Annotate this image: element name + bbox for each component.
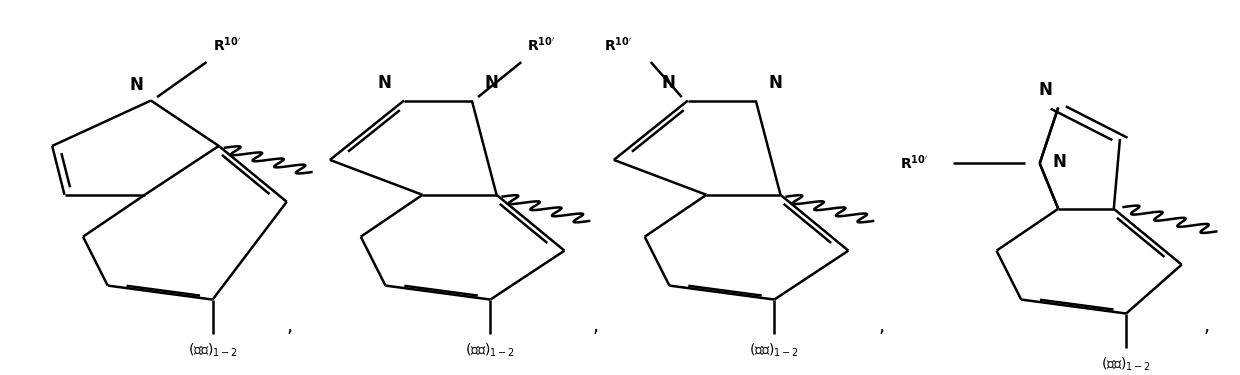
Text: N: N	[662, 74, 676, 92]
Text: N: N	[1052, 153, 1066, 171]
Text: (卤素)$_{1-2}$: (卤素)$_{1-2}$	[1101, 356, 1151, 373]
Text: N: N	[768, 74, 782, 92]
Text: ,: ,	[879, 317, 885, 336]
Text: ,: ,	[1203, 317, 1209, 336]
Text: $\mathbf{R}^{\mathbf{10}^{\prime}}$: $\mathbf{R}^{\mathbf{10}^{\prime}}$	[212, 36, 241, 53]
Text: ,: ,	[286, 317, 293, 336]
Text: (卤素)$_{1-2}$: (卤素)$_{1-2}$	[749, 342, 800, 359]
Text: $\mathbf{R}^{\mathbf{10}^{\prime}}$: $\mathbf{R}^{\mathbf{10}^{\prime}}$	[604, 36, 632, 53]
Text: N: N	[1039, 81, 1053, 99]
Text: N: N	[484, 74, 498, 92]
Text: $\mathbf{R}^{\mathbf{10}^{\prime}}$: $\mathbf{R}^{\mathbf{10}^{\prime}}$	[900, 154, 929, 172]
Text: ,: ,	[593, 317, 599, 336]
Text: N: N	[378, 74, 392, 92]
Text: $\mathbf{R}^{\mathbf{10}^{\prime}}$: $\mathbf{R}^{\mathbf{10}^{\prime}}$	[527, 36, 556, 53]
Text: (卤素)$_{1-2}$: (卤素)$_{1-2}$	[465, 342, 516, 359]
Text: N: N	[129, 75, 143, 93]
Text: (卤素)$_{1-2}$: (卤素)$_{1-2}$	[187, 342, 238, 359]
